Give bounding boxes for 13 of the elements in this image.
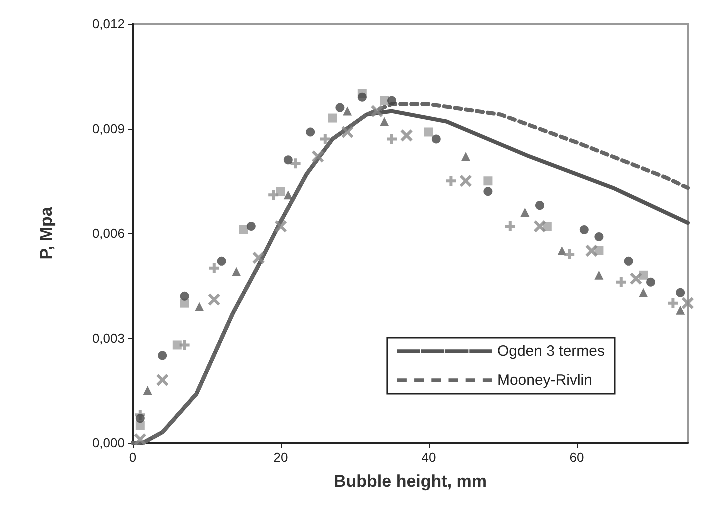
x-tick-label: 0 [129, 450, 137, 465]
x-axis-title: Bubble height, mm [334, 472, 487, 491]
x-tick-label: 40 [422, 450, 436, 465]
y-tick-label: 0,012 [92, 16, 125, 32]
y-tick-label: 0,006 [92, 226, 125, 241]
y-tick-label: 0,003 [92, 330, 125, 346]
y-tick-label: 0,009 [92, 121, 125, 136]
legend-label: Ogden 3 termes [497, 343, 606, 360]
x-tick-label: 60 [570, 450, 584, 465]
legend-label: Mooney-Rivlin [497, 372, 592, 389]
y-tick-label: 0,000 [92, 436, 125, 450]
y-axis-title: P, Mpa [37, 206, 56, 260]
x-tick-label: 20 [274, 450, 288, 465]
